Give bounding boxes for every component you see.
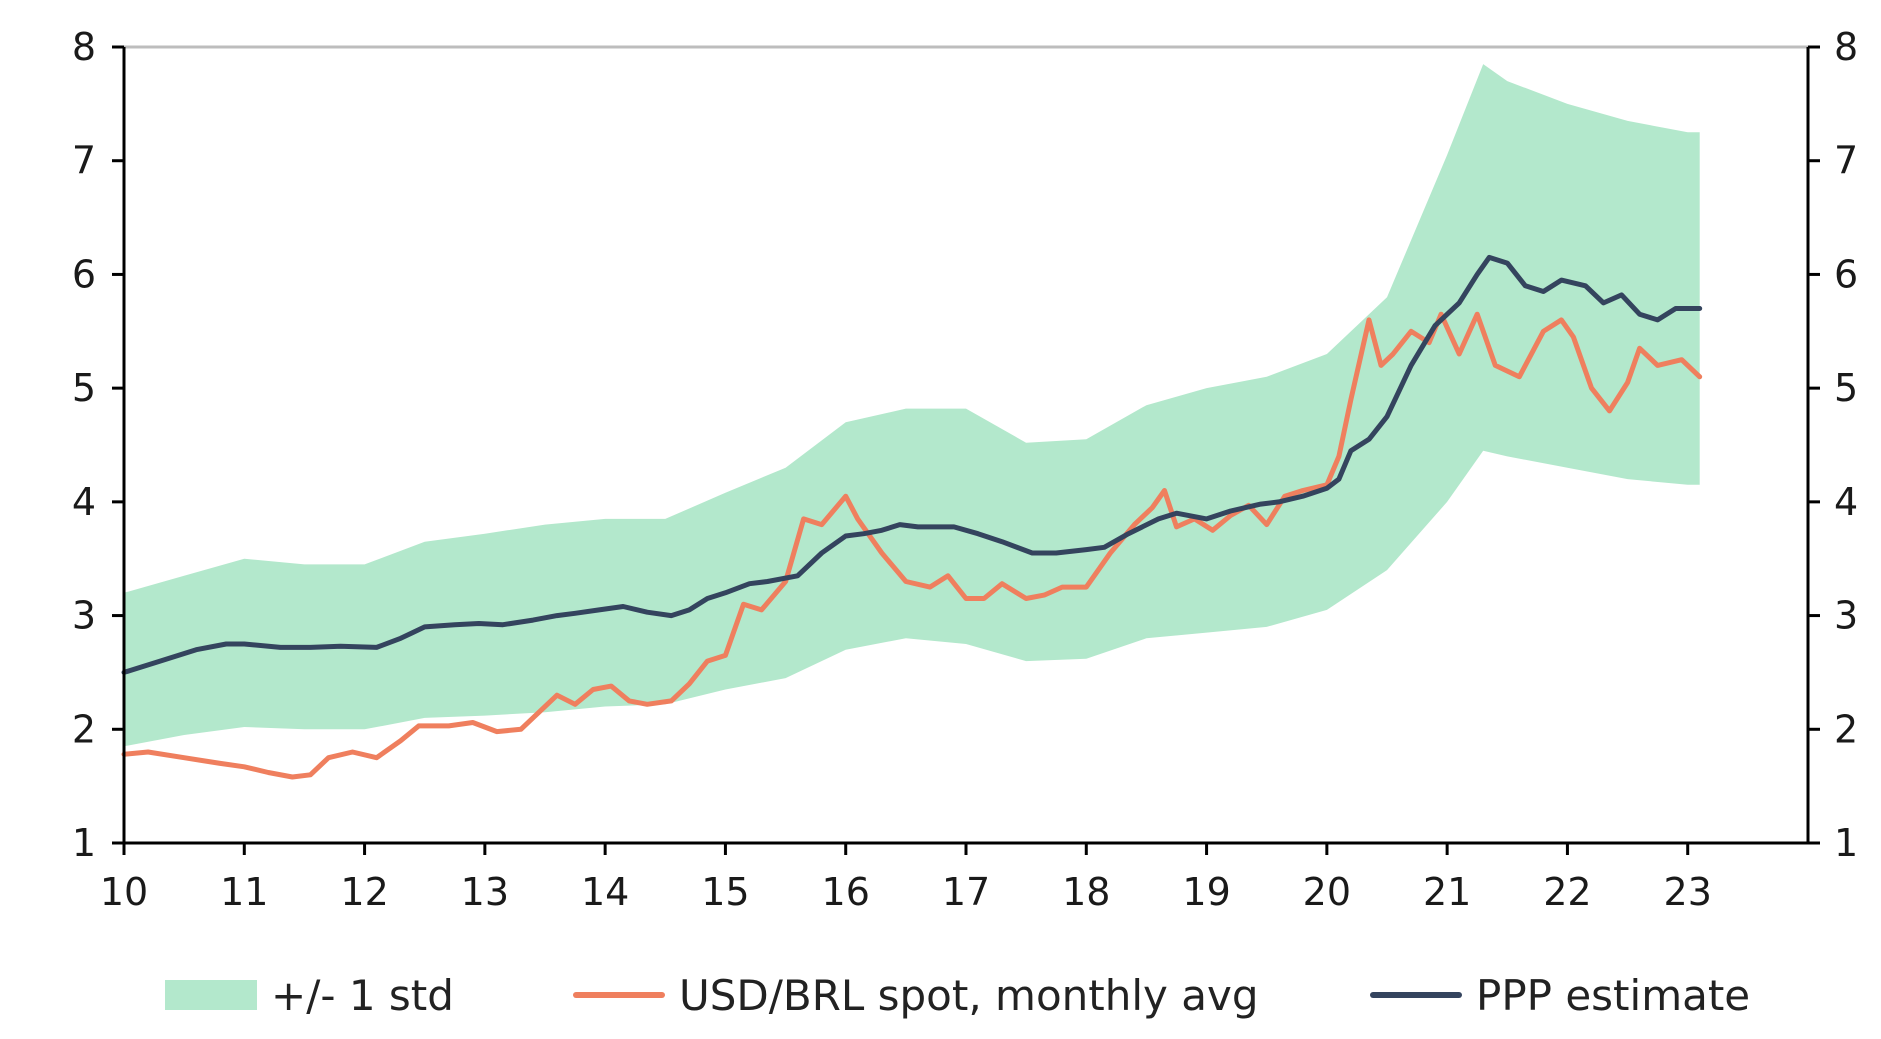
y-tick-label-right: 8 <box>1834 25 1858 69</box>
y-tick-label-right: 2 <box>1834 707 1858 751</box>
legend-label-ppp: PPP estimate <box>1476 970 1751 1020</box>
x-tick-label: 20 <box>1303 870 1351 914</box>
std-band-layer <box>124 64 1700 747</box>
y-tick-label-right: 7 <box>1834 139 1858 183</box>
x-tick-label: 23 <box>1664 870 1712 914</box>
legend-item-ppp: PPP estimate <box>1370 965 1750 1025</box>
y-tick-label-right: 4 <box>1834 480 1858 524</box>
y-tick-label-right: 3 <box>1834 594 1858 638</box>
x-tick-label: 15 <box>701 870 749 914</box>
y-tick-label-left: 2 <box>72 707 96 751</box>
x-tick-label: 13 <box>461 870 509 914</box>
x-tick-label: 10 <box>100 870 148 914</box>
y-tick-label-right: 5 <box>1834 366 1858 410</box>
x-tick-label: 16 <box>822 870 870 914</box>
legend-item-spot: USD/BRL spot, monthly avg <box>573 965 1259 1025</box>
spot-line <box>121 311 1703 780</box>
x-tick-label: 18 <box>1062 870 1110 914</box>
legend-swatch-spot <box>573 992 665 998</box>
axis-layer: 1 12 23 34 45 56 67 78 810 11 12 13 14 15 16 17 18 19 20 21… <box>72 25 1858 914</box>
legend-item-band: +/- 1 std <box>165 965 454 1025</box>
y-tick-label-left: 7 <box>72 139 96 183</box>
y-tick-label-left: 3 <box>72 594 96 638</box>
legend-swatch-band <box>165 980 257 1010</box>
legend-label-spot: USD/BRL spot, monthly avg <box>679 970 1259 1020</box>
series-layer <box>121 254 1703 780</box>
x-tick-label: 22 <box>1543 870 1591 914</box>
y-tick-label-left: 5 <box>72 366 96 410</box>
legend-label-band: +/- 1 std <box>271 970 454 1020</box>
x-tick-label: 17 <box>942 870 990 914</box>
x-tick-label: 11 <box>220 870 268 914</box>
x-tick-label: 19 <box>1182 870 1230 914</box>
y-tick-label-left: 1 <box>72 821 96 865</box>
x-tick-label: 14 <box>581 870 629 914</box>
y-tick-label-left: 6 <box>72 252 96 296</box>
y-tick-label-left: 4 <box>72 480 96 524</box>
y-tick-label-right: 1 <box>1834 821 1858 865</box>
legend-swatch-ppp <box>1370 992 1462 998</box>
y-tick-label-right: 6 <box>1834 252 1858 296</box>
x-tick-label: 21 <box>1423 870 1471 914</box>
ppp-line <box>121 254 1703 675</box>
x-tick-label: 12 <box>340 870 388 914</box>
std-band-area <box>124 64 1700 747</box>
y-tick-label-left: 8 <box>72 25 96 69</box>
